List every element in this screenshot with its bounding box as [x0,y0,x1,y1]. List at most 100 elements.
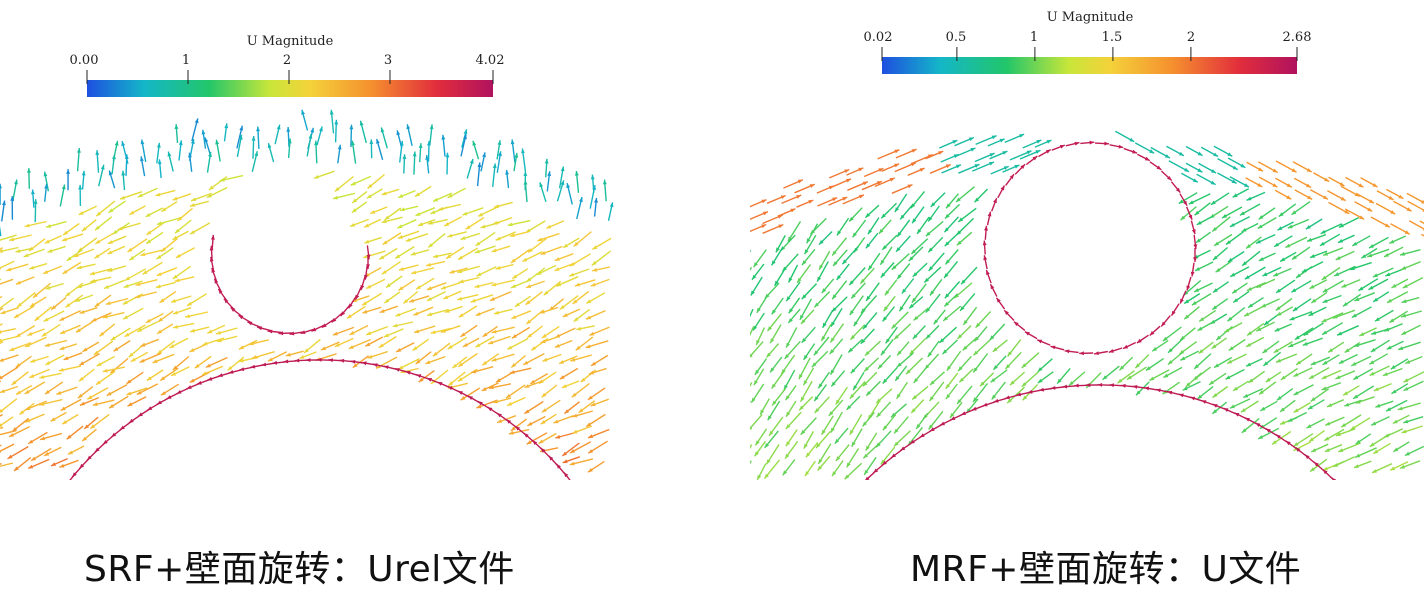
velocity-arrow-head [1246,196,1252,201]
velocity-arrow-head [1403,378,1409,383]
velocity-arrow-head [910,203,916,209]
velocity-arrow-head [814,396,819,402]
velocity-arrow-head [79,361,85,366]
velocity-arrow-head [1302,341,1308,346]
velocity-arrow-head [123,315,129,320]
velocity-arrow-head [1248,303,1253,308]
velocity-arrow-head [1232,193,1238,198]
velocity-arrow-head [788,308,793,314]
velocity-arrow-head [1180,335,1185,341]
velocity-arrow-head [803,443,808,449]
wall-arrow-head [350,359,356,364]
velocity-arrow-head [1240,408,1246,413]
velocity-arrow-head [1149,376,1155,381]
velocity-arrow-head [438,206,444,211]
velocity-arrow-head [1241,428,1247,433]
velocity-arrow-head [0,450,2,453]
wall-arrow-head [1190,396,1196,401]
velocity-arrow-head [1351,362,1357,366]
velocity-arrow-head [894,441,899,447]
velocity-arrow-head [1393,447,1399,452]
velocity-arrow-head [122,300,128,305]
velocity-arrow-head [541,408,547,413]
velocity-arrow [0,278,14,285]
wall-arrow-head [321,323,327,328]
velocity-arrow-head [1309,374,1315,379]
wall-arrow-head [283,359,289,364]
velocity-arrow-head [858,167,864,172]
wall-arrow-head [228,370,234,374]
velocity-arrow-head [1388,195,1394,200]
velocity-arrow-head [787,236,792,242]
velocity-arrow-head [1382,372,1388,376]
velocity-arrow-head [25,406,31,410]
velocity-arrow-head [1310,361,1316,365]
velocity-arrow-head [457,377,463,382]
velocity-arrow-head [868,229,873,235]
velocity-arrow-head [1196,238,1201,243]
velocity-arrow-head [554,267,560,271]
velocity-arrow-head [1197,151,1203,156]
velocity-arrow-head [76,328,81,333]
velocity-arrow-head [0,358,4,362]
velocity-arrow-head [1384,253,1389,257]
velocity-arrow-head [1184,314,1190,320]
velocity-arrow-head [157,349,163,355]
colorbar-tick-label: 4.02 [476,53,505,68]
wall-arrow-head [1171,310,1176,316]
velocity-arrow [750,460,752,465]
velocity-arrow-head [876,412,882,418]
velocity-arrow-head [1069,381,1074,386]
velocity-arrow-head [140,156,144,162]
velocity-arrow-head [897,274,902,280]
velocity-arrow-head [1192,178,1198,183]
velocity-arrow-head [540,420,546,425]
velocity-arrow-head [286,127,291,132]
velocity-arrow-head [81,170,86,176]
velocity-arrow-head [172,365,178,370]
wall-arrow-head [405,370,411,375]
velocity-arrow-head [1227,152,1233,157]
velocity-arrow-head [427,297,432,301]
velocity-arrow-head [110,368,116,374]
velocity-arrow-head [207,329,213,334]
velocity-arrow-head [495,265,501,270]
velocity-arrow-head [79,310,85,314]
velocity-arrow-head [910,162,916,167]
velocity-arrow-head [1286,195,1292,200]
velocity-arrow-head [590,282,596,287]
velocity-arrow-head [321,346,326,350]
velocity-arrow-head [572,413,578,418]
velocity-arrow-head [185,314,190,318]
wall-arrow-head [506,419,512,424]
velocity-arrow-head [1292,306,1298,312]
velocity-arrow-head [579,197,583,202]
velocity-arrow-head [427,140,431,146]
velocity-arrow-head [881,350,886,356]
velocity-arrow-head [1401,429,1407,434]
velocity-arrow-head [1197,168,1203,173]
velocity-arrow-head [43,270,49,274]
velocity-arrow-head [63,230,68,236]
wall-arrow-head [1155,388,1161,393]
velocity-arrow-head [586,299,592,304]
velocity-arrow-head [591,261,597,266]
velocity-arrow-head [506,393,511,399]
velocity-arrow-head [832,197,838,202]
colorbar-tick-label: 0.00 [70,53,99,68]
velocity-arrow-head [592,267,598,272]
velocity-arrow-head [1180,215,1186,221]
velocity-arrow-head [0,338,2,343]
velocity-arrow-head [201,129,206,135]
wall-arrow-head [355,294,360,300]
velocity-arrow-head [896,247,901,252]
velocity-arrow-head [1309,437,1315,442]
velocity-arrow-head [1374,317,1380,322]
velocity-arrow-head [803,355,808,360]
velocity-arrow-head [1232,289,1238,294]
wall-arrow-head [940,421,945,426]
wall-arrow-head [230,307,236,312]
velocity-arrow-head [917,229,922,234]
velocity-arrow [0,234,17,241]
velocity-arrow [0,462,14,468]
